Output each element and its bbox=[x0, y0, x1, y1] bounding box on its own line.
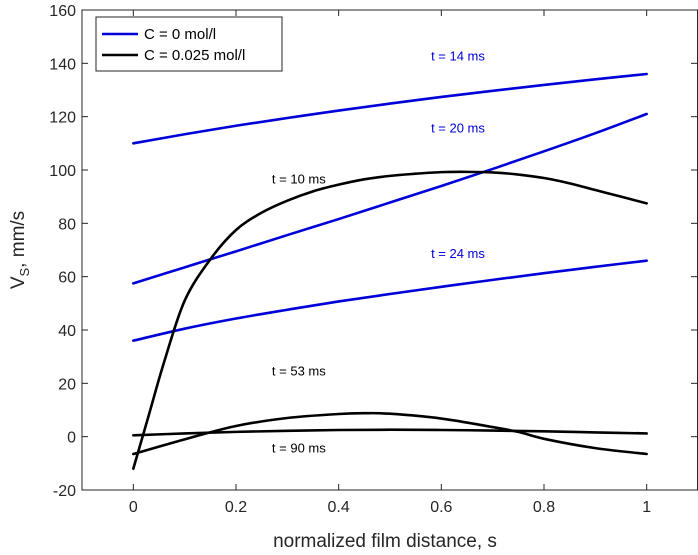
legend-label-c-0-025-mol-l: C = 0.025 mol/l bbox=[144, 47, 245, 64]
y-axis-label-sub: S bbox=[17, 267, 32, 276]
annotation-t-20-ms: t = 20 ms bbox=[431, 121, 485, 136]
legend-label-c-0-mol-l: C = 0 mol/l bbox=[144, 26, 216, 43]
y-axis-label: VS, mm/s bbox=[8, 211, 32, 289]
axes-layer: 0 0.2 0.4 0.6 0.8 1 -20 0 20 40 60 80 100 120 140 160 no… bbox=[8, 3, 698, 552]
series-layer bbox=[132, 72, 648, 470]
plot-frame bbox=[81, 9, 698, 491]
y-tick-label: 160 bbox=[49, 3, 76, 20]
x-tick-label: 1 bbox=[642, 499, 651, 516]
y-tick-label: 20 bbox=[58, 376, 76, 393]
annotation-t-90-ms: t = 90 ms bbox=[272, 441, 326, 456]
annotation-t-10-ms: t = 10 ms bbox=[272, 171, 326, 186]
annotation-t-53-ms: t = 53 ms bbox=[272, 363, 326, 378]
y-tick-label: 140 bbox=[49, 56, 76, 73]
series-line-t-14-ms bbox=[132, 72, 648, 145]
y-tick-label: 80 bbox=[58, 216, 76, 233]
legend-box bbox=[95, 16, 283, 72]
series-line-t-20-ms bbox=[132, 112, 648, 285]
x-tick-label: 0.2 bbox=[225, 499, 247, 516]
y-tick-label: -20 bbox=[53, 483, 76, 500]
series-line-t-24-ms bbox=[132, 259, 648, 342]
annotation-t-24-ms: t = 24 ms bbox=[431, 246, 485, 261]
y-axis-label-rest: , mm/s bbox=[8, 211, 29, 268]
legend: C = 0 mol/l C = 0.025 mol/l bbox=[95, 16, 283, 72]
series-line-t-10-ms bbox=[132, 170, 648, 470]
y-tick-label: 120 bbox=[49, 110, 76, 127]
y-axis-label-main: V bbox=[8, 276, 29, 289]
annotation-layer: t = 14 ms t = 20 ms t = 24 ms t = 10 ms t = … bbox=[272, 49, 485, 456]
x-axis-label: normalized film distance, s bbox=[273, 531, 497, 552]
y-tick-label: 100 bbox=[49, 163, 76, 180]
series-line-t-90-ms bbox=[132, 428, 648, 437]
y-tick-label: 0 bbox=[67, 430, 76, 447]
x-tick-label: 0.4 bbox=[328, 499, 350, 516]
x-tick-label: 0.6 bbox=[430, 499, 452, 516]
x-tick-label: 0.8 bbox=[533, 499, 555, 516]
x-tick-label: 0 bbox=[129, 499, 138, 516]
annotation-t-14-ms: t = 14 ms bbox=[431, 49, 485, 64]
series-line-t-53-ms bbox=[132, 411, 648, 456]
y-tick-label: 60 bbox=[58, 270, 76, 287]
y-tick-label: 40 bbox=[58, 323, 76, 340]
